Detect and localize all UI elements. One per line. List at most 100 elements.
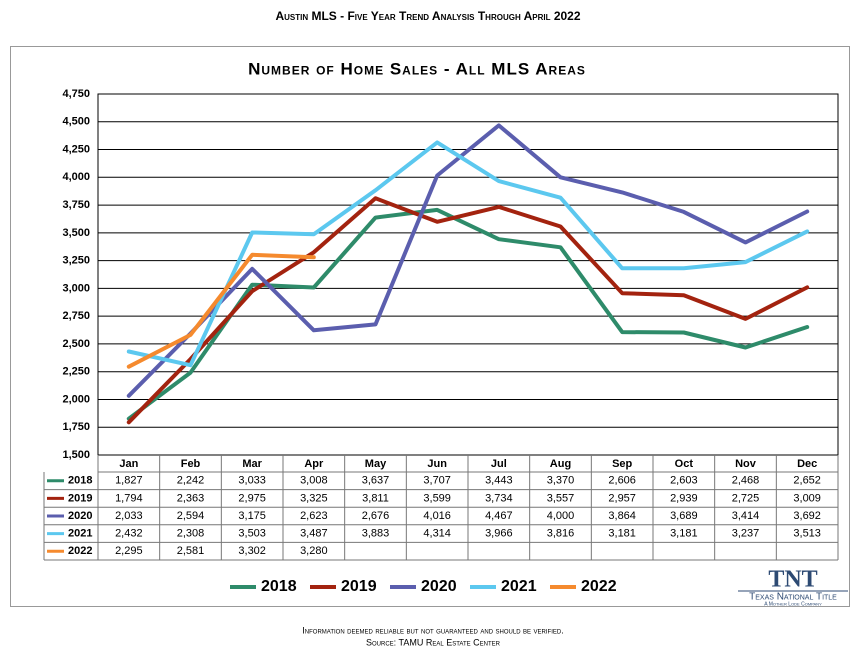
table-cell: 3,599: [423, 492, 451, 504]
table-cell: 2,975: [238, 492, 266, 504]
table-cell: 2,033: [115, 510, 143, 522]
table-series-name: 2022: [68, 545, 92, 557]
logo: TNT Texas National Title A Mother Lode C…: [738, 567, 848, 607]
y-tick-label: 3,750: [62, 199, 90, 211]
table-cell: 4,000: [547, 510, 575, 522]
table-cell: 3,883: [362, 528, 390, 540]
y-tick-label: 3,250: [62, 255, 90, 267]
y-tick-label: 4,500: [62, 116, 90, 128]
x-tick-label: Mar: [242, 458, 262, 470]
table-cell: 2,363: [177, 492, 205, 504]
table-cell: 3,816: [547, 528, 575, 540]
table-series-name: 2019: [68, 492, 92, 504]
table-cell: 3,864: [608, 510, 636, 522]
y-tick-label: 4,750: [62, 88, 90, 100]
table-cell: 2,623: [300, 510, 328, 522]
legend-label: 2022: [581, 578, 617, 595]
table-series-name: 2021: [68, 528, 92, 540]
table-cell: 2,581: [177, 545, 205, 557]
x-tick-label: Dec: [797, 458, 817, 470]
x-tick-label: Nov: [735, 458, 757, 470]
table-cell: 3,370: [547, 475, 575, 487]
y-tick-label: 2,000: [62, 393, 90, 405]
y-tick-label: 3,000: [62, 282, 90, 294]
y-tick-label: 2,750: [62, 310, 90, 322]
table-cell: 3,811: [362, 492, 389, 504]
table-cell: 1,794: [115, 492, 143, 504]
logo-mark: TNT: [768, 567, 817, 593]
table-cell: 3,443: [485, 475, 513, 487]
table-cell: 3,487: [300, 528, 328, 540]
legend-label: 2021: [501, 578, 537, 595]
series-line: [126, 123, 810, 398]
table-cell: 3,008: [300, 475, 328, 487]
table-cell: 2,308: [177, 528, 205, 540]
table-cell: 3,181: [608, 528, 636, 540]
legend-label: 2019: [341, 578, 377, 595]
legend-label: 2020: [421, 578, 457, 595]
series-line: [126, 252, 316, 369]
table-cell: 3,734: [485, 492, 513, 504]
chart-frame: [10, 46, 850, 607]
table-cell: 2,676: [362, 510, 390, 522]
y-tick-label: 1,500: [62, 449, 90, 461]
table-cell: 4,314: [423, 528, 451, 540]
table-cell: 3,414: [732, 510, 760, 522]
page-header: Austin MLS - Five Year Trend Analysis Th…: [275, 9, 580, 23]
table-cell: 3,689: [670, 510, 698, 522]
y-tick-label: 2,500: [62, 338, 90, 350]
y-tick-label: 4,000: [62, 171, 90, 183]
table-cell: 2,432: [115, 528, 143, 540]
table-cell: 3,325: [300, 492, 328, 504]
table-cell: 3,033: [238, 475, 266, 487]
x-tick-label: Jun: [427, 458, 447, 470]
table-cell: 3,557: [547, 492, 575, 504]
table-cell: 4,467: [485, 510, 513, 522]
x-tick-label: Jul: [491, 458, 507, 470]
table-cell: 3,503: [238, 528, 266, 540]
table-cell: 2,606: [608, 475, 636, 487]
legend-label: 2018: [261, 578, 297, 595]
table-cell: 3,692: [793, 510, 821, 522]
chart-title: Number of Home Sales - All MLS Areas: [248, 59, 586, 78]
series-line: [126, 207, 810, 421]
footer-note: Information deemed reliable but not guar…: [302, 625, 563, 635]
table-cell: 2,957: [608, 492, 636, 504]
x-tick-label: Jan: [119, 458, 138, 470]
footer-source: Source: TAMU Real Estate Center: [366, 637, 501, 647]
series-line: [126, 196, 810, 425]
table-cell: 1,827: [115, 475, 143, 487]
series-line: [126, 140, 810, 368]
y-tick-label: 2,250: [62, 366, 90, 378]
table-cell: 4,016: [423, 510, 451, 522]
table-cell: 2,603: [670, 475, 698, 487]
y-tick-label: 3,500: [62, 227, 90, 239]
table-cell: 3,009: [793, 492, 821, 504]
x-tick-label: Oct: [675, 458, 694, 470]
table-cell: 3,237: [732, 528, 760, 540]
table-cell: 2,652: [793, 475, 821, 487]
x-tick-label: Feb: [181, 458, 201, 470]
table-cell: 3,707: [423, 475, 451, 487]
table-cell: 2,468: [732, 475, 760, 487]
table-cell: 3,637: [362, 475, 390, 487]
y-tick-label: 1,750: [62, 421, 90, 433]
y-tick-label: 4,250: [62, 143, 90, 155]
table-cell: 2,295: [115, 545, 143, 557]
logo-name: Texas National Title: [749, 592, 837, 603]
logo-tagline: A Mother Lode Company: [764, 601, 822, 607]
x-tick-label: May: [365, 458, 387, 470]
table-cell: 3,175: [238, 510, 266, 522]
table-cell: 3,966: [485, 528, 513, 540]
x-tick-label: Apr: [304, 458, 324, 470]
table-cell: 3,181: [670, 528, 698, 540]
table-cell: 2,939: [670, 492, 698, 504]
table-cell: 3,513: [793, 528, 821, 540]
table-cell: 3,280: [300, 545, 328, 557]
table-cell: 2,242: [177, 475, 205, 487]
table-cell: 2,594: [177, 510, 205, 522]
table-series-name: 2018: [68, 475, 92, 487]
table-cell: 3,302: [238, 545, 266, 557]
x-tick-label: Aug: [550, 458, 571, 470]
